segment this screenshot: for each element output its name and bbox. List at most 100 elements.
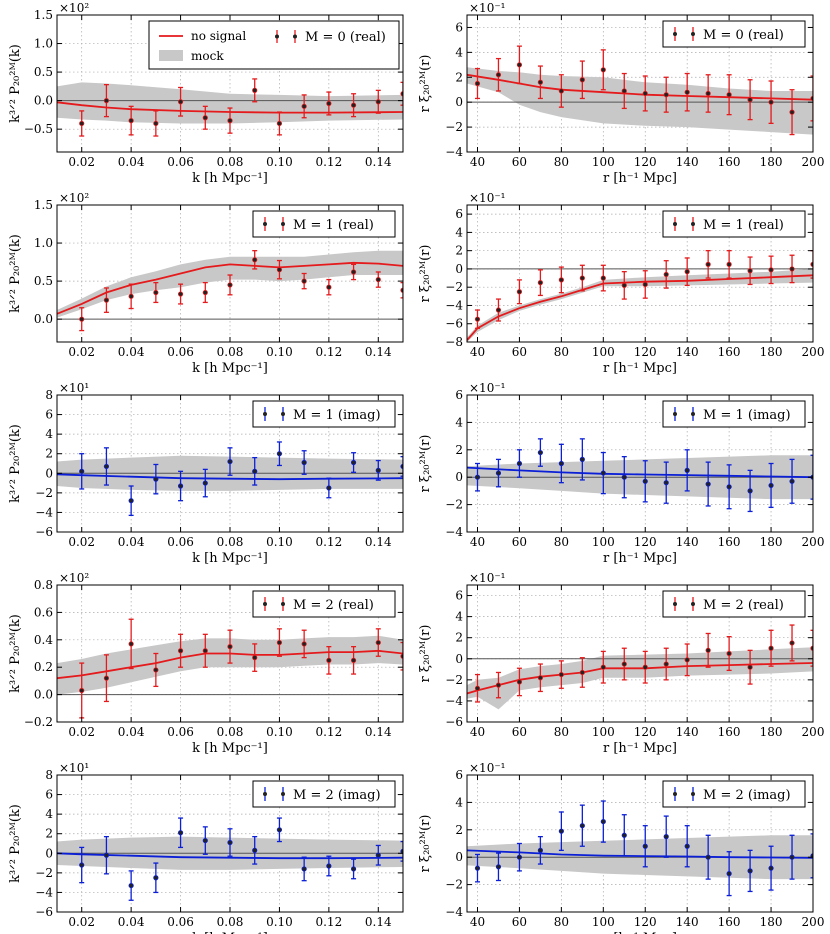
data-point [474,67,481,100]
data-point [495,852,502,882]
point-marker [79,862,85,868]
data-point [558,74,564,108]
data-point [326,278,332,296]
point-marker [227,839,233,846]
y-tick-label: 0.5 [34,65,53,79]
mock-band [467,647,813,710]
x-tick-label: 180 [760,535,783,549]
legend-marker-swatch [691,792,695,796]
point-marker [663,834,669,840]
y-tick-label: −4 [445,694,463,708]
data-point [177,283,184,305]
legend-marker-swatch [673,222,677,226]
data-point [375,89,381,114]
point-marker [227,458,233,465]
data-point [202,468,208,498]
point-marker [326,485,332,491]
plot-area [57,441,403,517]
point-marker [537,79,543,85]
point-marker [153,476,159,482]
data-point [558,443,564,484]
data-point [495,57,502,92]
point-marker [537,675,543,681]
point-marker [128,641,134,647]
data-point [495,458,502,488]
point-marker [726,92,732,98]
y-axis-label: k³ᐟ² P₂₀²ᴹ(k) [8,424,23,503]
point-marker [252,847,258,853]
x-tick-label: 180 [760,725,783,739]
x-tick-label: 60 [512,155,527,169]
legend: M = 1 (imag) [662,400,806,428]
point-marker [768,482,774,489]
y-axis-label: k³ᐟ² P₂₀²ᴹ(k) [8,234,23,313]
x-tick-label: 0.14 [365,155,392,169]
x-axis-label: k [h Mpc⁻¹] [192,741,268,756]
x-tick-label: 200 [802,725,825,739]
point-marker [789,478,795,484]
point-marker [350,657,357,663]
data-point [642,75,648,112]
data-point [558,811,564,851]
x-tick-label: 80 [554,535,569,549]
data-point [705,834,711,880]
panel-3-1: 40 60 80 100 120 140 160 180 200 −6 −4 −2 0 2 4 6 ×10⁻¹ r… [418,571,824,756]
point-marker [621,832,627,838]
point-marker [276,451,283,457]
data-point [301,272,307,290]
data-point [276,111,283,136]
point-marker [768,865,774,871]
x-tick-label: 0.10 [266,345,293,359]
x-tick-label: 0.08 [217,915,244,929]
x-tick-label: 100 [592,725,615,739]
point-marker [350,459,357,466]
x-tick-label: 80 [554,155,569,169]
data-point [537,438,543,467]
data-point [103,83,110,118]
data-point [663,461,669,504]
data-point [350,263,357,281]
plot-area [467,438,813,513]
legend: M = 1 (real) [662,210,806,238]
data-point [789,89,795,136]
legend-box [662,210,806,238]
axis-multiplier: ×10² [59,571,89,585]
x-axis-label: r [h⁻¹ Mpc] [603,361,677,376]
x-tick-label: 200 [802,535,825,549]
data-point [726,851,732,897]
data-point [768,845,774,891]
point-marker [726,484,732,490]
legend: M = 2 (imag) [662,780,806,808]
point-marker [558,277,564,283]
x-tick-label: 140 [676,155,699,169]
y-tick-label: −0.2 [24,715,53,729]
point-marker [579,77,585,83]
y-tick-label: −4 [35,505,53,519]
x-tick-label: 40 [470,915,485,929]
data-point [79,110,85,137]
point-marker [537,280,543,286]
x-tick-label: 200 [802,915,825,929]
point-marker [747,488,753,494]
y-tick-label: 0 [455,95,463,109]
point-marker [252,655,258,661]
data-point [789,834,795,880]
legend: M = 2 (imag) [252,780,396,808]
data-point [153,463,159,495]
data-point [726,250,732,279]
legend-data-label: M = 2 (imag) [703,788,791,803]
y-tick-label: −4 [445,525,463,539]
panel-3-0: 0.02 0.04 0.06 0.08 0.10 0.12 0.14 −0.2 0.0 0.2 0.… [8,571,404,756]
data-point [516,842,523,872]
x-tick-label: 0.02 [68,725,95,739]
data-point [301,94,307,119]
x-tick-label: 0.12 [315,155,342,169]
data-point [747,469,753,513]
plot-area [467,250,813,342]
point-marker [153,120,159,127]
y-tick-label: 0 [455,850,463,864]
signal-curve [467,73,813,101]
data-point [747,849,753,893]
data-point [705,250,711,279]
x-tick-label: 180 [760,155,783,169]
